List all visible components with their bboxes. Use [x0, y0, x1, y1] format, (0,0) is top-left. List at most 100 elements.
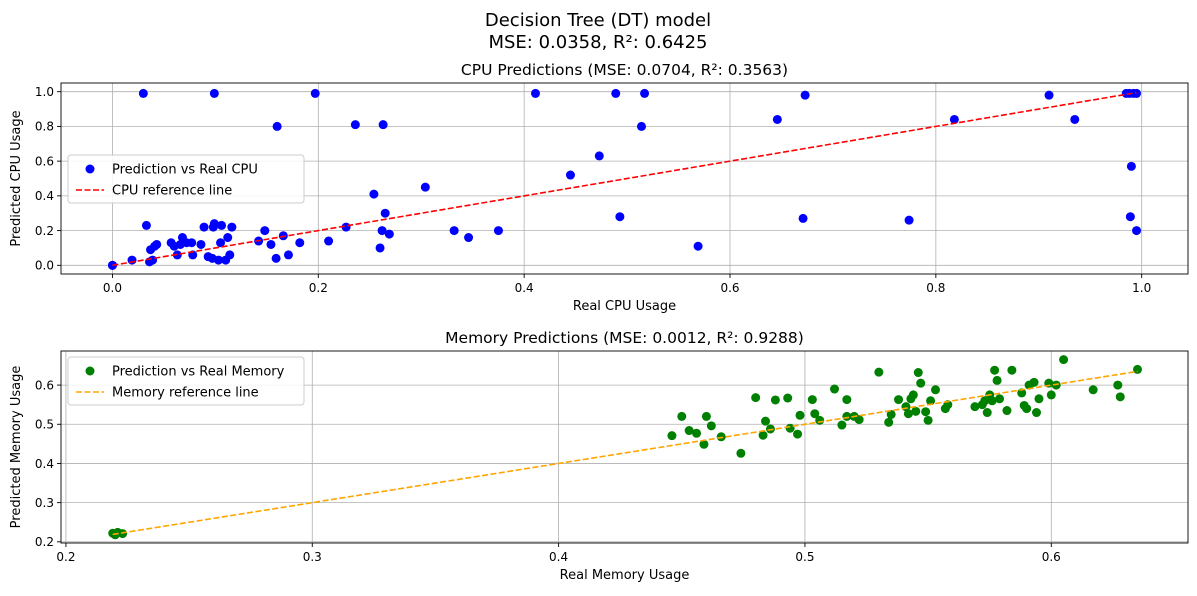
cpu-x-tick-label: 0.6 — [720, 281, 739, 295]
memory-data-point — [1059, 355, 1069, 365]
memory-y-tick-label: 0.2 — [35, 535, 54, 549]
memory-legend-label: Prediction vs Real Memory — [112, 365, 285, 380]
cpu-data-point — [272, 121, 282, 131]
cpu-y-tick-label: 0.8 — [35, 120, 54, 134]
memory-x-axis-label: Real Memory Usage — [560, 568, 690, 583]
memory-data-point — [706, 421, 716, 431]
memory-data-point — [1002, 406, 1012, 416]
cpu-y-tick-label: 0.2 — [35, 224, 54, 238]
memory-data-point — [795, 410, 805, 420]
memory-data-point — [1007, 365, 1017, 375]
cpu-legend-box — [67, 154, 305, 204]
memory-y-tick-label: 0.4 — [35, 457, 54, 471]
memory-data-point — [1133, 364, 1143, 374]
cpu-data-point — [217, 220, 227, 230]
memory-data-point — [807, 395, 817, 405]
cpu-data-point — [904, 215, 914, 225]
memory-data-point — [982, 408, 992, 418]
cpu-data-point — [369, 189, 379, 199]
memory-data-point — [1034, 394, 1044, 404]
cpu-x-axis-label: Real CPU Usage — [573, 299, 676, 314]
memory-x-tick-label: 0.3 — [303, 550, 322, 564]
memory-data-point — [854, 415, 864, 425]
cpu-data-point — [1044, 90, 1054, 100]
figure-title: Decision Tree (DT) model — [485, 10, 711, 31]
memory-legend-label: Memory reference line — [112, 386, 259, 401]
cpu-data-point — [464, 233, 474, 243]
cpu-data-point — [530, 88, 540, 98]
cpu-data-point — [172, 250, 182, 260]
memory-data-point — [692, 428, 702, 438]
memory-data-point — [931, 385, 941, 395]
memory-y-tick-label: 0.5 — [35, 418, 54, 432]
cpu-data-point — [449, 226, 459, 236]
memory-data-point — [884, 417, 894, 427]
memory-data-point — [886, 409, 896, 419]
memory-data-point — [987, 396, 997, 406]
memory-data-point — [894, 395, 904, 405]
memory-reference-line — [112, 370, 1138, 536]
cpu-data-point — [283, 250, 293, 260]
memory-data-point — [913, 368, 923, 378]
cpu-data-point — [378, 120, 388, 130]
cpu-data-point — [209, 88, 219, 98]
cpu-data-point — [565, 170, 575, 180]
cpu-data-point — [1126, 161, 1136, 171]
cpu-x-tick-label: 0.4 — [515, 281, 534, 295]
memory-y-axis-label: Predicted Memory Usage — [9, 366, 24, 529]
memory-data-point — [992, 375, 1002, 385]
cpu-data-point — [380, 208, 390, 218]
cpu-legend-point-marker — [85, 164, 95, 174]
memory-data-point — [921, 407, 931, 417]
cpu-data-point — [377, 226, 387, 236]
memory-data-point — [995, 394, 1005, 404]
cpu-data-point — [199, 222, 209, 232]
cpu-data-point — [152, 239, 162, 249]
memory-data-point — [1029, 377, 1039, 387]
memory-data-point — [1088, 385, 1098, 395]
cpu-x-tick-label: 0.8 — [926, 281, 945, 295]
cpu-data-point — [798, 213, 808, 223]
cpu-data-point — [223, 233, 233, 243]
memory-data-point — [1032, 408, 1042, 418]
memory-x-tick-label: 0.5 — [795, 550, 814, 564]
memory-data-point — [911, 406, 921, 416]
cpu-legend-label: Prediction vs Real CPU — [112, 163, 258, 178]
cpu-data-point — [949, 114, 959, 124]
cpu-data-point — [1132, 226, 1142, 236]
cpu-data-point — [138, 88, 148, 98]
cpu-legend-label: CPU reference line — [112, 184, 232, 199]
memory-data-point — [815, 415, 825, 425]
cpu-data-point — [324, 236, 334, 246]
memory-data-point — [785, 423, 795, 433]
memory-data-point — [810, 409, 820, 419]
cpu-data-point — [1125, 212, 1135, 222]
memory-x-tick-label: 0.4 — [549, 550, 568, 564]
cpu-data-point — [693, 241, 703, 251]
cpu-y-tick-label: 1.0 — [35, 85, 54, 99]
memory-data-point — [1113, 380, 1123, 390]
cpu-data-point — [1132, 88, 1142, 98]
cpu-data-point — [196, 239, 206, 249]
memory-data-point — [783, 393, 793, 403]
memory-data-point — [667, 431, 677, 441]
memory-data-point — [793, 429, 803, 439]
cpu-data-point — [1070, 114, 1080, 124]
cpu-data-point — [107, 260, 117, 270]
memory-axes-frame — [60, 350, 1189, 544]
memory-data-point — [751, 393, 761, 403]
memory-data-point — [903, 409, 913, 419]
cpu-data-point — [772, 114, 782, 124]
memory-data-point — [842, 395, 852, 405]
cpu-data-point — [493, 226, 503, 236]
cpu-data-point — [800, 90, 810, 100]
memory-data-point — [874, 367, 884, 377]
figure-subtitle: MSE: 0.0358, R²: 0.6425 — [488, 32, 707, 53]
memory-data-point — [830, 384, 840, 394]
memory-data-point — [701, 411, 711, 421]
memory-legend-point-marker — [85, 366, 95, 376]
cpu-data-point — [225, 250, 235, 260]
cpu-legend: Prediction vs Real CPU CPU reference line — [67, 154, 305, 204]
cpu-data-point — [615, 212, 625, 222]
